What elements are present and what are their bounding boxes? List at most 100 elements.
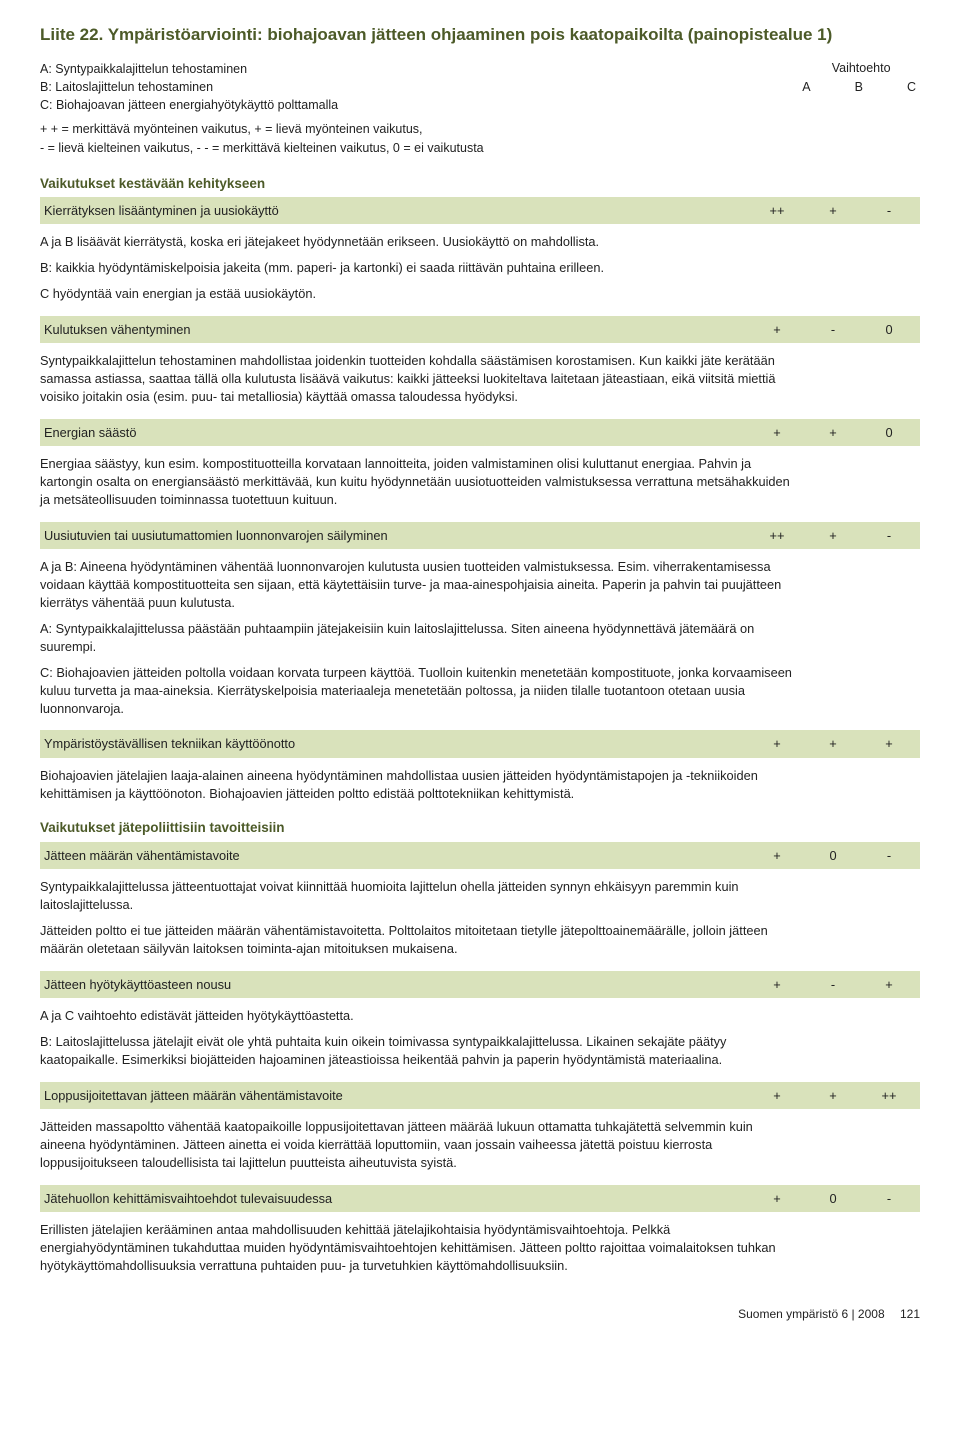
row-description: Syntypaikkalajittelun tehostaminen mahdo… xyxy=(40,348,914,414)
row-label: Loppusijoitettavan jätteen määrän vähent… xyxy=(40,1082,752,1109)
row-val-a: + xyxy=(752,419,808,446)
row-description: Jätteiden massapoltto vähentää kaatopaik… xyxy=(40,1114,914,1180)
desc-para: A ja B: Aineena hyödyntäminen vähentää l… xyxy=(40,558,794,612)
desc-para: C: Biohajoavien jätteiden poltolla voida… xyxy=(40,664,794,718)
row-val-a: ++ xyxy=(752,197,808,224)
row-label: Kulutuksen vähentyminen xyxy=(40,316,752,343)
row-val-c: 0 xyxy=(864,316,920,343)
row-val-a: + xyxy=(752,1185,808,1212)
row-val-b: + xyxy=(808,730,864,757)
table-row: Ympäristöystävällisen tekniikan käyttöön… xyxy=(40,730,920,757)
row-val-b: - xyxy=(808,971,864,998)
assessment-table: Kierrätyksen lisääntyminen ja uusiokäytt… xyxy=(40,197,920,816)
row-val-c: - xyxy=(864,842,920,869)
table-row: Energiaa säästyy, kun esim. kompostituot… xyxy=(40,446,920,522)
table-row: Jätteen hyötykäyttöasteen nousu + - + xyxy=(40,971,920,998)
key-c: C: Biohajoavan jätteen energiahyötykäytt… xyxy=(40,96,338,114)
desc-para: Jätteiden poltto ei tue jätteiden määrän… xyxy=(40,922,794,958)
row-val-a: + xyxy=(752,1082,808,1109)
symbol-legend: + + = merkittävä myönteinen vaikutus, + … xyxy=(40,120,920,156)
table-row: A ja B lisäävät kierrätystä, koska eri j… xyxy=(40,224,920,316)
table-row: Syntypaikkalajittelun tehostaminen mahdo… xyxy=(40,343,920,419)
option-label: Vaihtoehto xyxy=(802,60,920,77)
option-header: Vaihtoehto A B C xyxy=(802,60,920,114)
desc-para: Syntypaikkalajittelussa jätteentuottajat… xyxy=(40,878,794,914)
row-val-c: - xyxy=(864,1185,920,1212)
row-val-a: + xyxy=(752,730,808,757)
table-row: Erillisten jätelajien kerääminen antaa m… xyxy=(40,1212,920,1288)
row-val-c: - xyxy=(864,197,920,224)
section-title: Vaikutukset jätepoliittisiin tavoitteisi… xyxy=(40,815,920,841)
desc-para: A ja B lisäävät kierrätystä, koska eri j… xyxy=(40,233,794,251)
table-row: Kulutuksen vähentyminen + - 0 xyxy=(40,316,920,343)
row-val-b: + xyxy=(808,197,864,224)
row-val-b: + xyxy=(808,1082,864,1109)
row-description: Erillisten jätelajien kerääminen antaa m… xyxy=(40,1217,914,1283)
row-val-c: - xyxy=(864,522,920,549)
option-columns: A B C xyxy=(802,79,920,96)
row-description: Energiaa säästyy, kun esim. kompostituot… xyxy=(40,451,914,517)
table-row: Energian säästö + + 0 xyxy=(40,419,920,446)
key-b: B: Laitoslajittelun tehostaminen xyxy=(40,78,338,96)
row-label: Jätteen hyötykäyttöasteen nousu xyxy=(40,971,752,998)
assessment-table: Jätteen määrän vähentämistavoite + 0 - S… xyxy=(40,842,920,1288)
row-val-b: + xyxy=(808,419,864,446)
row-val-c: 0 xyxy=(864,419,920,446)
row-val-c: ++ xyxy=(864,1082,920,1109)
desc-para: Jätteiden massapoltto vähentää kaatopaik… xyxy=(40,1118,794,1172)
row-val-a: + xyxy=(752,316,808,343)
table-row: Biohajoavien jätelajien laaja-alainen ai… xyxy=(40,758,920,816)
row-description: A ja B lisäävät kierrätystä, koska eri j… xyxy=(40,229,914,311)
table-row: Jätehuollon kehittämisvaihtoehdot tuleva… xyxy=(40,1185,920,1212)
key-a: A: Syntypaikkalajittelun tehostaminen xyxy=(40,60,338,78)
row-label: Uusiutuvien tai uusiutumattomien luonnon… xyxy=(40,522,752,549)
desc-para: A: Syntypaikkalajittelussa päästään puht… xyxy=(40,620,794,656)
row-label: Jätteen määrän vähentämistavoite xyxy=(40,842,752,869)
desc-para: Syntypaikkalajittelun tehostaminen mahdo… xyxy=(40,352,794,406)
row-val-b: 0 xyxy=(808,842,864,869)
document-title: Liite 22. Ympäristöarviointi: biohajoava… xyxy=(40,24,920,46)
table-row: Uusiutuvien tai uusiutumattomien luonnon… xyxy=(40,522,920,549)
row-label: Kierrätyksen lisääntyminen ja uusiokäytt… xyxy=(40,197,752,224)
table-row: Jätteiden massapoltto vähentää kaatopaik… xyxy=(40,1109,920,1185)
row-description: Biohajoavien jätelajien laaja-alainen ai… xyxy=(40,763,914,811)
option-col-a: A xyxy=(802,79,810,96)
row-val-a: + xyxy=(752,971,808,998)
key-definitions: A: Syntypaikkalajittelun tehostaminen B:… xyxy=(40,60,338,114)
desc-para: C hyödyntää vain energian ja estää uusio… xyxy=(40,285,794,303)
row-label: Jätehuollon kehittämisvaihtoehdot tuleva… xyxy=(40,1185,752,1212)
desc-para: Erillisten jätelajien kerääminen antaa m… xyxy=(40,1221,794,1275)
row-val-b: + xyxy=(808,522,864,549)
row-val-c: + xyxy=(864,730,920,757)
header-block: A: Syntypaikkalajittelun tehostaminen B:… xyxy=(40,60,920,114)
row-description: A ja C vaihtoehto edistävät jätteiden hy… xyxy=(40,1003,914,1077)
option-col-b: B xyxy=(855,79,863,96)
row-description: A ja B: Aineena hyödyntäminen vähentää l… xyxy=(40,554,914,725)
row-val-a: + xyxy=(752,842,808,869)
desc-para: B: kaikkia hyödyntämiskelpoisia jakeita … xyxy=(40,259,794,277)
page-footer: Suomen ympäristö 6 | 2008 121 xyxy=(40,1306,920,1322)
desc-para: Energiaa säästyy, kun esim. kompostituot… xyxy=(40,455,794,509)
section-title: Vaikutukset kestävään kehitykseen xyxy=(40,171,920,197)
row-label: Energian säästö xyxy=(40,419,752,446)
footer-publication: Suomen ympäristö 6 | 2008 xyxy=(738,1307,885,1321)
row-val-b: - xyxy=(808,316,864,343)
table-row: Syntypaikkalajittelussa jätteentuottajat… xyxy=(40,869,920,971)
row-val-b: 0 xyxy=(808,1185,864,1212)
table-row: Loppusijoitettavan jätteen määrän vähent… xyxy=(40,1082,920,1109)
table-row: A ja C vaihtoehto edistävät jätteiden hy… xyxy=(40,998,920,1082)
desc-para: A ja C vaihtoehto edistävät jätteiden hy… xyxy=(40,1007,794,1025)
table-row: Jätteen määrän vähentämistavoite + 0 - xyxy=(40,842,920,869)
row-val-c: + xyxy=(864,971,920,998)
table-row: A ja B: Aineena hyödyntäminen vähentää l… xyxy=(40,549,920,730)
legend-line-1: + + = merkittävä myönteinen vaikutus, + … xyxy=(40,120,920,138)
row-val-a: ++ xyxy=(752,522,808,549)
legend-line-2: - = lievä kielteinen vaikutus, - - = mer… xyxy=(40,139,920,157)
row-label: Ympäristöystävällisen tekniikan käyttöön… xyxy=(40,730,752,757)
desc-para: Biohajoavien jätelajien laaja-alainen ai… xyxy=(40,767,794,803)
option-col-c: C xyxy=(907,79,916,96)
table-row: Kierrätyksen lisääntyminen ja uusiokäytt… xyxy=(40,197,920,224)
desc-para: B: Laitoslajittelussa jätelajit eivät ol… xyxy=(40,1033,794,1069)
row-description: Syntypaikkalajittelussa jätteentuottajat… xyxy=(40,874,914,966)
footer-page-number: 121 xyxy=(900,1307,920,1321)
